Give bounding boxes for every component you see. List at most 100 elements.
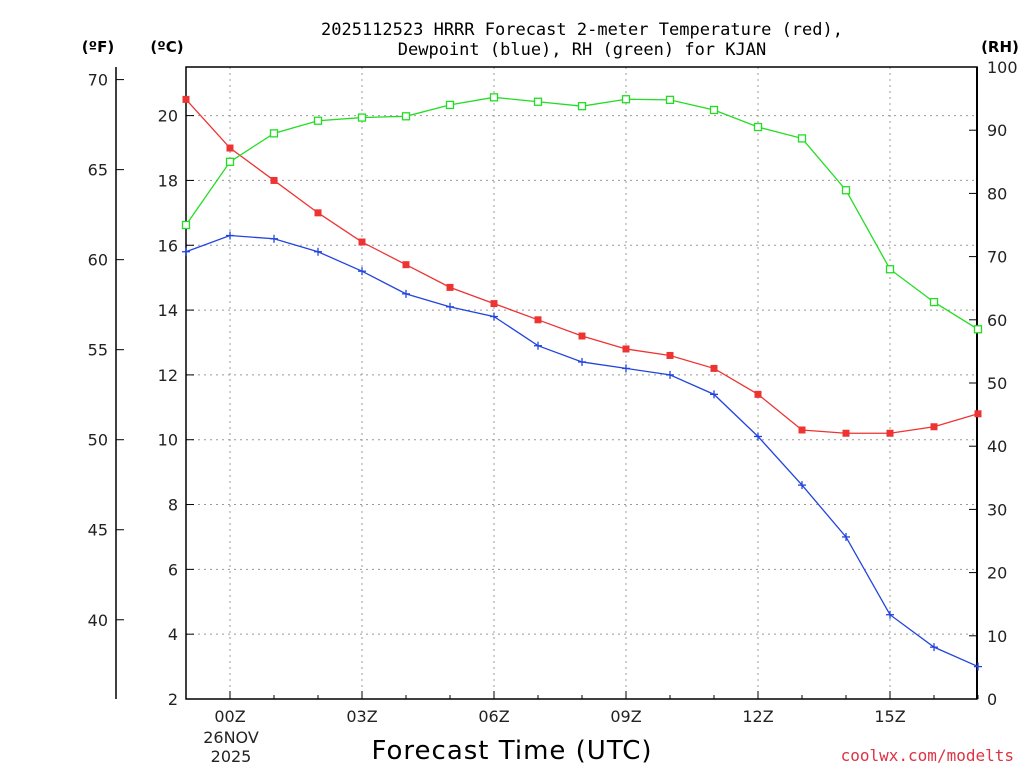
rh-point [225,157,235,166]
celsius-tick-label: 4 [168,625,178,644]
temperature-point [578,332,586,340]
rh-tick-label: 80 [987,184,1007,203]
x-tick-label: 00Z [214,707,245,726]
rh-point [841,186,851,195]
x-tick-label: 06Z [478,707,509,726]
chart-title-line1: 2025112523 HRRR Forecast 2-meter Tempera… [321,20,843,40]
temperature-point [314,209,322,217]
celsius-tick-label: 10 [158,431,178,450]
rh-tick-label: 10 [987,627,1007,646]
dewpoint-point [930,643,938,652]
dewpoint-point [754,432,762,441]
rh-tick-label: 0 [987,690,997,709]
x-axis-label: Forecast Time (UTC) [371,736,652,766]
celsius-unit-label: (ºC) [150,38,183,56]
rh-point [489,93,499,102]
x-tick-label: 15Z [874,707,905,726]
date-label-line1: 26NOV [203,728,259,747]
celsius-tick-label: 16 [158,236,178,255]
dewpoint-point [710,390,718,399]
rh-tick-label: 50 [987,374,1007,393]
dewpoint-point [446,302,454,311]
celsius-tick-label: 20 [158,107,178,126]
series-line-1 [185,234,979,668]
temperature-point [930,423,938,431]
temperature-point [798,426,806,434]
grid-lines [186,67,977,699]
fahrenheit-tick-label: 65 [88,161,108,180]
rh-point [973,325,983,334]
temperature-point [622,345,630,353]
temperature-point [490,300,498,308]
plot-frame [185,66,978,700]
temperature-point [666,351,674,359]
rh-tick-label: 100 [987,58,1018,77]
dewpoint-point [314,247,322,256]
celsius-tick-label: 14 [158,301,178,320]
rh-point [269,129,279,138]
dewpoint-point [182,247,190,256]
rh-tick-label: 90 [987,121,1007,140]
dewpoint-point [798,481,806,490]
dewpoint-point [974,662,982,671]
series-line-0 [185,98,979,434]
rh-point [313,116,323,125]
rh-point [709,105,719,115]
dewpoint-point [534,341,542,350]
fahrenheit-tick-label: 70 [88,71,108,90]
temperature-point [886,429,894,437]
temperature-point [842,429,850,437]
fahrenheit-tick-label: 45 [88,521,108,540]
fahrenheit-tick-label: 40 [88,611,108,630]
temperature-point [534,316,542,324]
dewpoint-point [270,234,278,243]
temperature-point [446,283,454,291]
temperature-point [402,261,410,269]
fahrenheit-tick-label: 50 [88,431,108,450]
rh-tick-label: 20 [987,564,1007,583]
chart-title-line2: Dewpoint (blue), RH (green) for KJAN [398,40,766,60]
dewpoint-point [666,370,674,379]
rh-tick-label: 40 [987,437,1007,456]
rh-tick-label: 30 [987,500,1007,519]
rh-point [665,95,675,105]
dewpoint-point [490,312,498,321]
dewpoint-point [226,231,234,240]
dewpoint-point [622,364,630,373]
temperature-point [226,144,234,152]
celsius-tick-label: 12 [158,366,178,385]
rh-point [621,95,631,104]
fahrenheit-tick-label: 55 [88,341,108,360]
x-tick-label: 09Z [610,707,641,726]
rh-point [929,297,939,307]
date-label-line2: 2025 [211,747,252,766]
x-tick-label: 12Z [742,707,773,726]
series-line-2 [185,96,979,330]
temperature-point [754,390,762,398]
credit-label: coolwx.com/modelts [841,746,1014,765]
temperature-point [358,238,366,246]
rh-tick-label: 60 [987,311,1007,330]
temperature-point [182,95,190,103]
series-lines [181,93,983,671]
fahrenheit-tick-label: 60 [88,251,108,270]
dewpoint-point [886,610,894,619]
celsius-tick-label: 18 [158,171,178,190]
celsius-tick-label: 8 [168,496,178,515]
dewpoint-point [842,532,850,541]
temperature-point [974,410,982,418]
rh-point [533,97,543,106]
dewpoint-point [578,357,586,366]
rh-point [181,220,191,230]
rh-point [445,100,455,110]
rh-point [357,113,367,122]
celsius-tick-label: 6 [168,560,178,579]
temperature-point [710,364,718,372]
x-tick-label: 03Z [346,707,377,726]
dewpoint-point [402,289,410,298]
rh-point [401,112,411,121]
dewpoint-point [358,267,366,276]
rh-unit-label: (RH) [981,38,1019,56]
fahrenheit-unit-label: (ºF) [82,38,114,56]
